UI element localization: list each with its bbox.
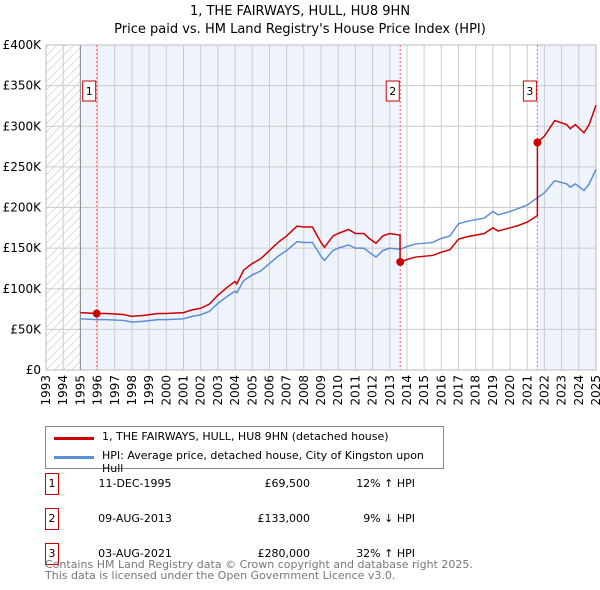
x-tick-label: 2000 [159, 375, 173, 406]
y-tick-label: £150K [3, 241, 43, 255]
x-tick-label: 2002 [194, 375, 208, 406]
sale-label-box [82, 80, 97, 102]
x-tick-label: 2007 [280, 375, 294, 406]
x-tick-label: 1997 [108, 375, 122, 406]
y-tick-label: £50K [10, 322, 42, 336]
x-tick-label: 2017 [452, 375, 466, 406]
x-tick-label: 2001 [177, 375, 191, 406]
x-tick-label: 1994 [56, 375, 70, 406]
y-tick-label: £350K [3, 79, 43, 93]
sale-hpi-diff: 9% ↓ HPI [363, 512, 415, 525]
legend-hpi-line-icon [54, 456, 94, 459]
x-tick-label: 2004 [228, 375, 242, 406]
sale-date: 03-AUG-2021 [98, 547, 172, 560]
chart-subtitle: Price paid vs. HM Land Registry's House … [114, 22, 486, 37]
sale-number: 1 [45, 473, 59, 495]
sale-date: 11-DEC-1995 [98, 477, 172, 490]
sale-row: 1 11-DEC-1995 £69,500 12% ↑ HPI [45, 473, 445, 495]
y-tick-label: £0 [26, 363, 41, 377]
x-tick-label: 2010 [331, 375, 345, 406]
x-tick-label: 2016 [434, 375, 448, 406]
y-tick-label: £200K [3, 201, 43, 215]
sale-label: 1 [86, 85, 93, 98]
x-tick-label: 2022 [537, 375, 551, 406]
x-tick-label: 1999 [142, 375, 156, 406]
x-tick-label: 2015 [417, 375, 431, 406]
x-tick-label: 2023 [555, 375, 569, 406]
footer: Contains HM Land Registry data © Crown c… [45, 559, 473, 581]
legend-property-label: 1, THE FAIRWAYS, HULL, HU8 9HN (detached… [102, 430, 389, 443]
x-tick-label: 2006 [262, 375, 276, 406]
legend-red-line-icon [54, 437, 94, 440]
x-tick-label: 1998 [125, 375, 139, 406]
x-tick-label: 1996 [91, 375, 105, 406]
x-tick-label: 1993 [39, 375, 53, 406]
footer-line-2: This data is licensed under the Open Gov… [45, 569, 396, 582]
y-tick-label: £400K [3, 38, 43, 52]
y-tick-label: £250K [3, 160, 43, 174]
x-tick-label: 2020 [503, 375, 517, 406]
x-tick-label: 2008 [297, 375, 311, 406]
x-tick-label: 2018 [469, 375, 483, 406]
legend-hpi-label: HPI: Average price, detached house, City… [102, 449, 424, 475]
x-tick-label: 2021 [520, 375, 534, 406]
sale-price: £280,000 [257, 547, 311, 560]
series-line [80, 168, 597, 323]
sale-hpi-diff: 12% ↑ HPI [356, 477, 415, 490]
sale-label: 2 [389, 85, 396, 98]
x-tick-label: 2009 [314, 375, 328, 406]
x-tick-label: 2014 [400, 375, 414, 406]
sale-label: 3 [526, 85, 533, 98]
x-tick-label: 2013 [383, 375, 397, 406]
sale-point [396, 257, 405, 266]
plot-area: 1993 1994 1995 1996 1997 1998 1999 2000 2001 2002… [3, 38, 600, 406]
x-tick-label: 2005 [245, 375, 259, 406]
sale-date: 09-AUG-2013 [98, 512, 172, 525]
x-tick-label: 2012 [366, 375, 380, 406]
y-tick-label: £100K [3, 282, 43, 296]
plot-border [45, 44, 597, 371]
sale-point [533, 138, 542, 147]
sale-row: 2 09-AUG-2013 £133,000 9% ↓ HPI [45, 508, 445, 530]
sale-point [92, 309, 101, 318]
sale-hpi-diff: 32% ↑ HPI [356, 547, 415, 560]
series-line [80, 104, 597, 318]
x-tick-label: 2024 [572, 375, 586, 406]
sale-price: £69,500 [264, 477, 311, 490]
sale-number: 3 [45, 543, 59, 565]
footer-line-1: Contains HM Land Registry data © Crown c… [45, 558, 473, 571]
x-tick-label: 2011 [348, 375, 362, 406]
x-tick-label: 2003 [211, 375, 225, 406]
x-tick-label: 2025 [589, 375, 600, 406]
sale-label-box [385, 80, 400, 102]
chart-title: 1, THE FAIRWAYS, HULL, HU8 9HN [189, 4, 411, 19]
y-tick-label: £300K [3, 119, 43, 133]
x-tick-label: 2019 [486, 375, 500, 406]
sale-number: 2 [45, 508, 59, 530]
sale-label-box [522, 80, 537, 102]
sale-price: £133,000 [257, 512, 311, 525]
legend: 1, THE FAIRWAYS, HULL, HU8 9HN (detached… [45, 426, 444, 475]
x-tick-label: 1995 [73, 375, 87, 406]
sale-row: 3 03-AUG-2021 £280,000 32% ↑ HPI [45, 543, 445, 565]
